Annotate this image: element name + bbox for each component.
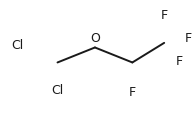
Text: F: F — [185, 32, 192, 45]
Text: Cl: Cl — [12, 39, 24, 52]
Text: O: O — [90, 32, 100, 45]
Text: F: F — [175, 55, 183, 68]
Text: Cl: Cl — [51, 84, 64, 97]
Text: F: F — [161, 9, 168, 22]
Text: F: F — [129, 86, 136, 99]
